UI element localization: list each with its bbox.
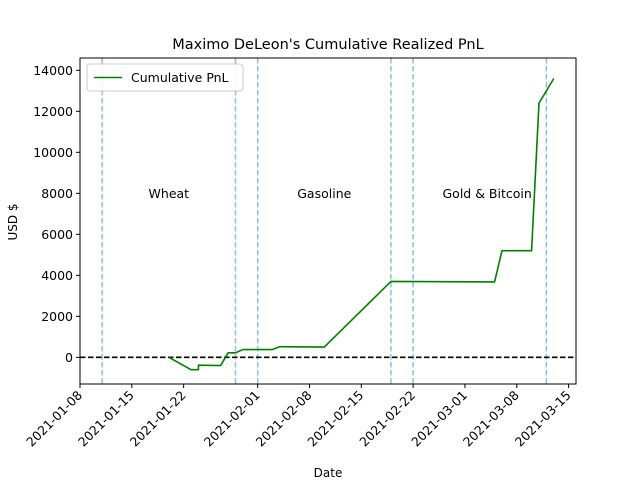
legend-label: Cumulative PnL — [131, 70, 229, 85]
chart-title: Maximo DeLeon's Cumulative Realized PnL — [172, 37, 483, 53]
annotations: Wheat Gasoline Gold & Bitcoin — [149, 186, 532, 201]
plot-frame — [79, 57, 577, 385]
annotation-label: Gasoline — [297, 186, 351, 201]
y-tick-label: 4000 — [41, 268, 73, 283]
series-layer — [168, 78, 555, 371]
y-tick-label: 0 — [65, 350, 73, 365]
x-axis-label: Date — [314, 466, 343, 480]
annotation-label: Wheat — [149, 186, 190, 201]
y-axis-label: USD $ — [6, 203, 20, 240]
series-line — [168, 78, 555, 371]
vertical-lines — [101, 58, 548, 384]
y-tick-label: 8000 — [41, 186, 73, 201]
y-tick-label: 12000 — [33, 104, 73, 119]
plot-area: Wheat Gasoline Gold & Bitcoin — [80, 58, 576, 384]
legend: Cumulative PnL — [86, 63, 244, 92]
y-tick-label: 10000 — [33, 145, 73, 160]
annotation-label: Gold & Bitcoin — [443, 186, 532, 201]
y-tick-label: 14000 — [33, 63, 73, 78]
legend-box — [86, 63, 244, 92]
y-tick-label: 6000 — [41, 227, 73, 242]
y-tick-label: 2000 — [41, 309, 73, 324]
